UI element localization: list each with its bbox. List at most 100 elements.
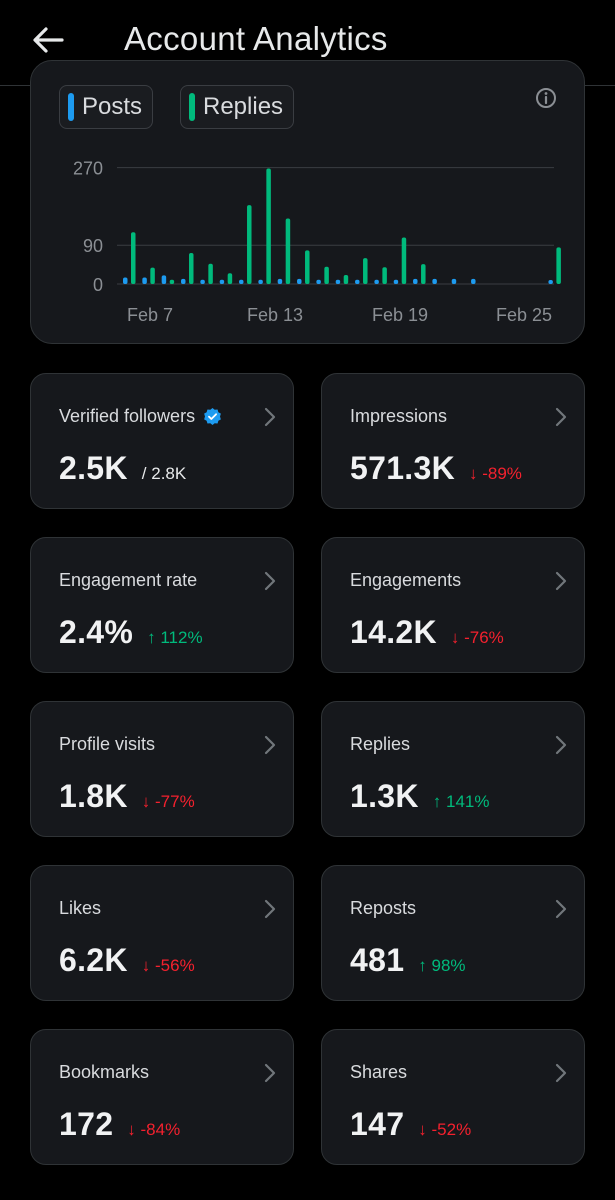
info-icon[interactable]	[535, 87, 557, 109]
stat-value: 14.2K	[350, 614, 437, 650]
stat-change: ↓ -89%	[469, 464, 522, 483]
bar-replies	[227, 273, 233, 284]
stat-change: ↓ -52%	[418, 1120, 472, 1139]
stat-change: ↑ 98%	[418, 956, 466, 975]
stat-change: ↓ -77%	[141, 792, 195, 811]
stat-value-row: 2.4% ↑ 112%	[59, 614, 203, 651]
stat-card-profile-visits[interactable]: Profile visits 1.8K ↓ -77%	[30, 701, 294, 837]
stat-change: ↓ -56%	[141, 956, 195, 975]
stat-label: Verified followers	[59, 406, 222, 427]
stat-label: Likes	[59, 898, 102, 918]
chevron-right-icon	[264, 571, 276, 591]
stat-value-row: 1.8K ↓ -77%	[59, 778, 195, 815]
bar-posts	[239, 279, 244, 284]
stat-card-reposts[interactable]: Reposts 481 ↑ 98%	[321, 865, 585, 1001]
stat-value: 481	[350, 942, 405, 978]
bar-posts	[219, 279, 225, 284]
stat-label: Shares	[350, 1062, 408, 1082]
x-tick-label: Feb 7	[127, 305, 173, 325]
stat-card-bookmarks[interactable]: Bookmarks 172 ↓ -84%	[30, 1029, 294, 1165]
bar-posts	[413, 278, 418, 284]
chevron-right-icon	[264, 407, 276, 427]
stat-label: Profile visits	[59, 734, 156, 754]
bar-replies	[363, 258, 368, 284]
chevron-right-icon	[555, 899, 567, 919]
stat-label: Engagements	[350, 570, 462, 590]
stat-value-row: 6.2K ↓ -56%	[59, 942, 195, 979]
bar-posts	[451, 278, 457, 284]
stat-value-row: 1.3K ↑ 141%	[350, 778, 490, 815]
bar-replies	[305, 250, 310, 284]
stat-value-row: 481 ↑ 98%	[350, 942, 466, 979]
stat-card-likes[interactable]: Likes 6.2K ↓ -56%	[30, 865, 294, 1001]
legend-replies-chip[interactable]: Replies	[180, 85, 295, 129]
stat-label: Impressions	[350, 406, 448, 426]
chevron-right-icon	[555, 735, 567, 755]
stat-value-row: 14.2K ↓ -76%	[350, 614, 504, 651]
legend-replies-label: Replies	[203, 93, 284, 120]
bar-posts	[393, 279, 399, 284]
page-title: Account Analytics	[124, 20, 388, 57]
bar-replies	[401, 237, 407, 284]
stat-label: Engagement rate	[59, 570, 198, 590]
stat-card-verified-followers[interactable]: Verified followers 2.5K / 2.8K	[30, 373, 294, 509]
stat-change: ↓ -76%	[450, 628, 504, 647]
posts-swatch	[68, 93, 74, 121]
stat-change: ↓ -84%	[127, 1120, 181, 1139]
bar-posts	[471, 278, 476, 284]
back-arrow-icon[interactable]	[30, 22, 66, 58]
chevron-right-icon	[264, 1063, 276, 1083]
stat-value: 2.4%	[59, 614, 134, 650]
bar-posts	[374, 279, 379, 284]
legend-posts-label: Posts	[82, 93, 143, 120]
bar-posts	[258, 279, 263, 284]
stat-label: Reposts	[350, 898, 417, 918]
stat-value: 2.5K	[59, 450, 128, 486]
stat-card-replies[interactable]: Replies 1.3K ↑ 141%	[321, 701, 585, 837]
activity-chart-card: 270 90 0 Feb 7 Feb 13 Feb 19 Feb 25 Posts Repl…	[30, 60, 585, 344]
bar-posts	[123, 277, 128, 284]
stat-value: 1.3K	[350, 778, 419, 814]
stat-label-text: Verified followers	[59, 406, 196, 426]
stat-value-row: 571.3K ↓ -89%	[350, 450, 522, 487]
bar-posts	[297, 278, 302, 284]
x-tick-label: Feb 13	[247, 305, 303, 325]
bar-replies	[131, 232, 136, 284]
x-tick-label: Feb 25	[496, 305, 552, 325]
stat-value: 147	[350, 1106, 405, 1142]
bar-replies	[208, 263, 213, 284]
y-tick-label: 0	[93, 275, 103, 295]
bar-posts	[142, 277, 147, 284]
bar-posts	[200, 279, 205, 284]
replies-swatch	[189, 93, 195, 121]
chevron-right-icon	[555, 1063, 567, 1083]
stat-card-shares[interactable]: Shares 147 ↓ -52%	[321, 1029, 585, 1165]
bar-replies	[421, 264, 426, 284]
bar-replies	[169, 279, 175, 284]
stat-value: 1.8K	[59, 778, 128, 814]
bar-replies	[324, 266, 329, 284]
stat-value-row: 172 ↓ -84%	[59, 1106, 180, 1143]
y-tick-label: 270	[73, 159, 103, 179]
stat-value: 172	[59, 1106, 114, 1142]
chevron-right-icon	[555, 407, 567, 427]
stat-card-engagement-rate[interactable]: Engagement rate 2.4% ↑ 112%	[30, 537, 294, 673]
bar-replies	[247, 205, 252, 284]
legend-posts-chip[interactable]: Posts	[59, 85, 154, 129]
x-tick-label: Feb 19	[372, 305, 428, 325]
bar-replies	[150, 267, 155, 284]
stat-change: ↑ 112%	[147, 628, 203, 647]
chevron-right-icon	[264, 735, 276, 755]
bar-posts	[548, 280, 553, 284]
chevron-right-icon	[555, 571, 567, 591]
verified-badge-icon	[204, 407, 221, 426]
bar-posts	[181, 278, 186, 284]
stat-card-engagements[interactable]: Engagements 14.2K ↓ -76%	[321, 537, 585, 673]
stat-card-impressions[interactable]: Impressions 571.3K ↓ -89%	[321, 373, 585, 509]
bar-posts	[161, 275, 167, 284]
bar-replies	[382, 267, 387, 284]
stat-value: 6.2K	[59, 942, 128, 978]
chevron-right-icon	[264, 899, 276, 919]
activity-bar-chart: 270 90 0 Feb 7 Feb 13 Feb 19 Feb 25	[73, 159, 561, 325]
stat-label: Bookmarks	[59, 1062, 150, 1082]
